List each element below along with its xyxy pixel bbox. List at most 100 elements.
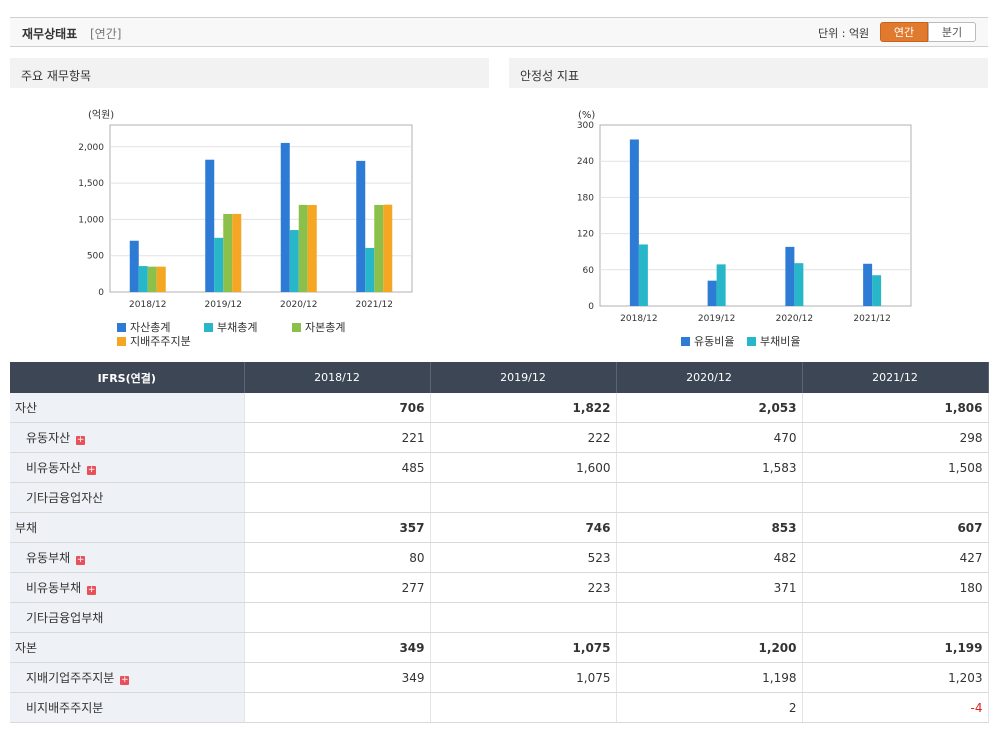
row-label-text: 비지배주주지분 [26, 701, 104, 715]
y-tick-label: 180 [577, 193, 594, 203]
x-tick-label: 2019/12 [205, 300, 242, 310]
expand-icon[interactable]: + [120, 675, 130, 685]
table-cell: 1,600 [430, 452, 617, 483]
row-label-text: 기타금융업자산 [26, 491, 104, 505]
table-cell [616, 602, 803, 633]
stability-chart: (%) 0 60 120 180 240 300 2018/12 2019/12 2020/12 2… [577, 110, 912, 324]
x-tick-label: 2021/12 [853, 314, 890, 324]
row-label: 자본 [10, 632, 245, 663]
y-tick-label: 120 [577, 230, 594, 240]
table-cell: 1,075 [430, 662, 617, 693]
table-cell: 357 [244, 512, 431, 543]
expand-icon[interactable]: + [87, 585, 97, 595]
table-cell: 607 [802, 512, 989, 543]
annual-button[interactable]: 연간 [880, 22, 928, 42]
row-label-text: 기타금융업부채 [26, 611, 104, 625]
row-label-text: 유동부채 [26, 551, 71, 565]
table-cell: 853 [616, 512, 803, 543]
table-row: 자산 706 1,822 2,053 1,806 [10, 393, 989, 423]
table-cell: 222 [430, 422, 617, 453]
table-header-row: IFRS(연결) 2018/12 2019/12 2020/12 2021/12 [10, 362, 989, 393]
legend-item: 부채비율 [747, 333, 800, 349]
bar [307, 205, 317, 292]
table-cell: 470 [616, 422, 803, 453]
y-tick-label: 2,000 [78, 143, 104, 153]
expand-icon[interactable]: + [76, 555, 86, 565]
table-cell [430, 602, 617, 633]
y-tick-label: 0 [588, 302, 594, 312]
legend-swatch [292, 323, 301, 332]
bar [147, 266, 157, 292]
bar [205, 159, 215, 292]
page-header: 재무상태표 [연간] 단위 : 억원 연간 분기 [10, 17, 988, 47]
legend-label: 부채총계 [217, 321, 258, 334]
bar [707, 280, 717, 306]
x-tick-label: 2020/12 [776, 314, 813, 324]
table-cell: -4 [802, 692, 989, 723]
row-label: 기타금융업부채 [10, 602, 245, 633]
table-cell: 1,200 [616, 632, 803, 663]
row-label-text: 비유동부채 [26, 581, 82, 595]
legend-item: 자본총계 [292, 319, 345, 335]
y-tick-label: 240 [577, 157, 594, 167]
table-cell [430, 692, 617, 723]
row-label: 부채 [10, 512, 245, 543]
x-tick-label: 2020/12 [280, 300, 317, 310]
bar [374, 204, 384, 292]
legend-label: 유동비율 [694, 335, 735, 348]
table-cell: 1,508 [802, 452, 989, 483]
table-cell [244, 692, 431, 723]
table-cell: 1,199 [802, 632, 989, 663]
row-label: 자산 [10, 393, 245, 423]
table-row: 기타금융업부채 [10, 602, 989, 633]
table-cell: 221 [244, 422, 431, 453]
table-cell: 371 [616, 572, 803, 603]
bar [638, 244, 648, 306]
table-cell: 180 [802, 572, 989, 603]
y-tick-label: 60 [583, 266, 595, 276]
quarter-button[interactable]: 분기 [928, 22, 976, 42]
table-row: 비유동자산 +485 1,600 1,583 1,508 [10, 452, 989, 483]
table-row: 유동부채 +80 523 482 427 [10, 542, 989, 573]
table-cell [802, 482, 989, 513]
expand-icon[interactable]: + [76, 435, 86, 445]
expand-icon[interactable]: + [87, 465, 97, 475]
plot-area [599, 124, 912, 307]
table-row: 자본 349 1,075 1,200 1,199 [10, 632, 989, 663]
row-label-text: 비유동자산 [26, 461, 82, 475]
x-tick-label: 2019/12 [698, 314, 735, 324]
bar [629, 139, 639, 306]
y-tick-label: 500 [87, 252, 104, 262]
row-label-text: 자산 [15, 401, 38, 415]
row-label: 기타금융업자산 [10, 482, 245, 513]
page-title: 재무상태표 [22, 27, 78, 41]
x-tick-label: 2021/12 [356, 300, 393, 310]
legend-item: 자산총계 [117, 319, 170, 335]
bar [280, 142, 290, 292]
table-header-cell: 2020/12 [616, 362, 803, 393]
y-tick-label: 300 [577, 121, 594, 131]
legend-item: 유동비율 [681, 333, 734, 349]
table-cell: 277 [244, 572, 431, 603]
financial-items-legend: 자산총계 부채총계 자본총계 지배주주지분 [117, 319, 417, 349]
y-tick-label: 0 [98, 288, 104, 298]
table-cell: 523 [430, 542, 617, 573]
period-label: [연간] [90, 27, 122, 41]
bar [872, 275, 882, 306]
table-cell: 1,583 [616, 452, 803, 483]
table-header-cell: IFRS(연결) [10, 362, 245, 393]
table-cell: 298 [802, 422, 989, 453]
legend-swatch [204, 323, 213, 332]
balance-sheet-table: IFRS(연결) 2018/12 2019/12 2020/12 2021/12… [10, 362, 989, 723]
table-header-cell: 2019/12 [430, 362, 617, 393]
table-cell: 482 [616, 542, 803, 573]
left-panel-title: 주요 재무항목 [10, 58, 489, 88]
bar [298, 204, 308, 292]
table-cell: 349 [244, 662, 431, 693]
row-label: 비유동자산 + [10, 452, 245, 483]
financial-items-chart: (억원) 0 500 1,000 1,500 2,000 2018/12 2019/12 202… [78, 109, 413, 310]
row-label-text: 지배기업주주지분 [26, 671, 115, 685]
row-label-text: 부채 [15, 521, 38, 535]
bar [863, 263, 873, 306]
table-cell: 1,822 [430, 393, 617, 423]
